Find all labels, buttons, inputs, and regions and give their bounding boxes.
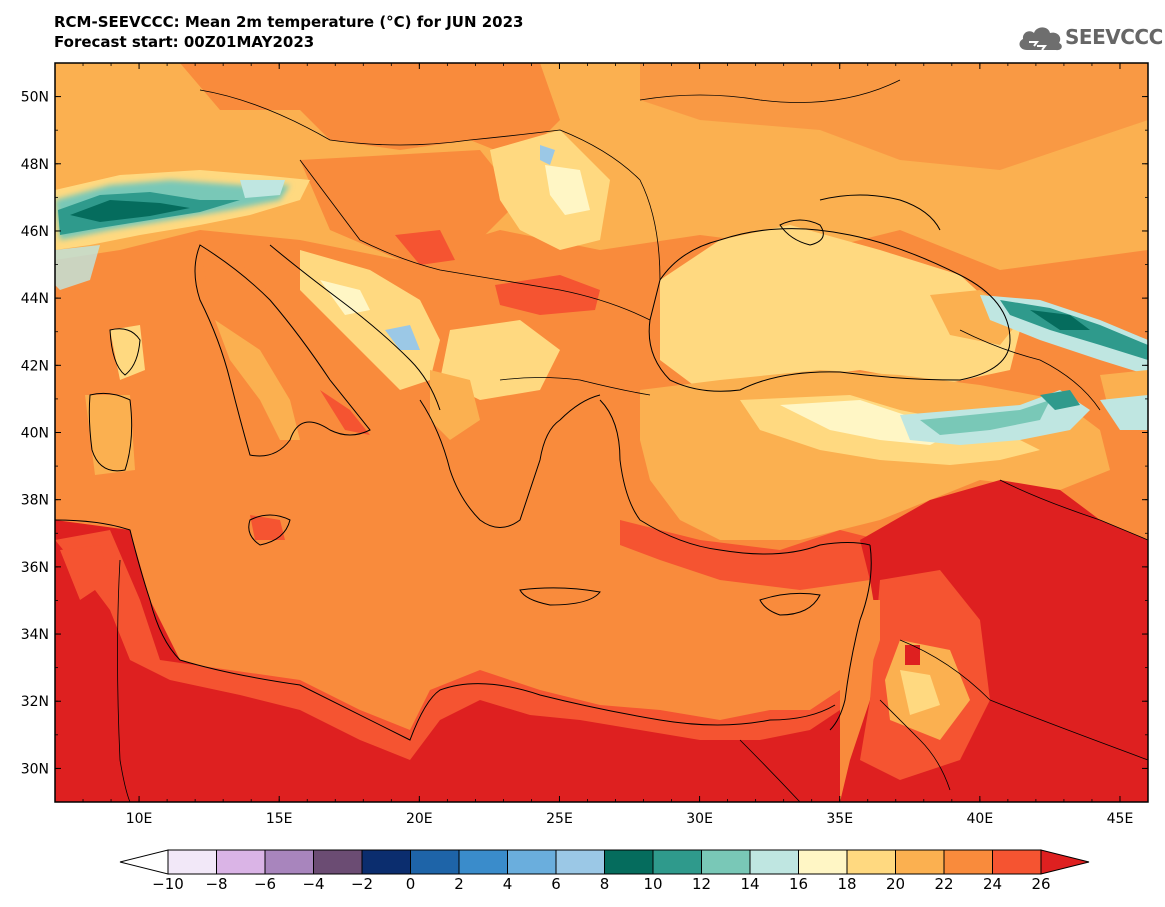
title-line-2: Forecast start: 00Z01MAY2023 — [54, 33, 315, 51]
colorbar-swatch — [895, 849, 945, 875]
greece-coast — [419, 394, 601, 528]
colorbar-swatch — [410, 849, 460, 875]
colorbar-swatch — [361, 849, 411, 875]
colorbar-swatch — [313, 849, 363, 875]
north-africa-fill — [55, 520, 840, 802]
cloud-icon — [1019, 27, 1062, 51]
colorbar-swatch — [216, 849, 266, 875]
lon-tick-label: 15E — [266, 811, 293, 827]
colorbar: −10 −8 −6 −4 −2 0 2 4 6 8 10 12 14 16 18 20 22 24 26 — [119, 849, 1090, 893]
lat-tick-label: 32N — [21, 694, 49, 710]
lon-tick-label: 25E — [546, 811, 573, 827]
colorbar-label: −2 — [351, 875, 373, 893]
seevccc-logo: SEEVCCC — [1017, 22, 1163, 58]
coastlines — [55, 79, 1148, 802]
turkey-south-coast — [620, 520, 880, 590]
map-title: RCM-SEEVCCC: Mean 2m temperature (°C) fo… — [54, 12, 524, 52]
lat-tick-label: 40N — [21, 426, 49, 442]
logo-text: SEEVCCC — [1065, 25, 1163, 49]
black-sea-fill — [660, 225, 1020, 390]
colorbar-label: 22 — [934, 875, 953, 893]
lat-tick-label: 30N — [21, 761, 49, 777]
lat-tick-label: 42N — [21, 358, 49, 374]
latitude-axis: 50N 48N 46N 44N 42N 40N 38N 36N 34N 32N 30N — [21, 90, 1148, 777]
italy-fill — [200, 250, 370, 430]
colorbar-label: 16 — [789, 875, 808, 893]
colorbar-swatch — [798, 849, 848, 875]
colorbar-label: 6 — [551, 875, 561, 893]
colorbar-label: 18 — [837, 875, 856, 893]
colorbar-swatch — [992, 849, 1042, 875]
title-line-1: RCM-SEEVCCC: Mean 2m temperature (°C) fo… — [54, 13, 524, 31]
colorbar-label: 14 — [740, 875, 759, 893]
colorbar-swatch — [701, 849, 751, 875]
colorbar-swatch — [264, 849, 314, 875]
lat-tick-label: 50N — [21, 90, 49, 106]
lon-tick-label: 30E — [686, 811, 713, 827]
lat-tick-label: 36N — [21, 560, 49, 576]
colorbar-label: −10 — [152, 875, 184, 893]
colorbar-swatch — [652, 849, 702, 875]
colorbar-over-triangle — [1040, 849, 1090, 875]
colorbar-label: 2 — [454, 875, 464, 893]
black-sea-coast — [648, 228, 1011, 392]
colorbar-label: 8 — [600, 875, 610, 893]
turkey-coast — [599, 399, 871, 555]
lat-tick-label: 48N — [21, 157, 49, 173]
lat-tick-label: 46N — [21, 224, 49, 240]
lat-tick-label: 44N — [21, 291, 49, 307]
colorbar-label: 0 — [406, 875, 416, 893]
colorbar-swatch — [943, 849, 993, 875]
lon-tick-label: 10E — [126, 811, 153, 827]
colorbar-label: −6 — [254, 875, 276, 893]
colorbar-label: 10 — [643, 875, 662, 893]
colorbar-swatch — [507, 849, 557, 875]
colorbar-swatch — [749, 849, 799, 875]
levant-coast — [829, 544, 872, 731]
lon-tick-label: 40E — [967, 811, 994, 827]
colorbar-swatch — [458, 849, 508, 875]
italy-coast — [194, 244, 371, 457]
colorbar-swatch — [167, 849, 217, 875]
central-europe-fill — [180, 63, 560, 160]
map-fill — [55, 63, 1148, 802]
lon-tick-label: 35E — [826, 811, 853, 827]
colorbar-swatch — [604, 849, 654, 875]
colorbar-swatch — [846, 849, 896, 875]
colorbar-label: 12 — [692, 875, 711, 893]
romanian-plain-hot — [495, 275, 600, 315]
lat-tick-label: 34N — [21, 627, 49, 643]
africa-coast-band — [55, 530, 840, 760]
longitude-axis: 10E 15E 20E 25E 30E 35E 40E 45E — [82, 63, 1134, 827]
colorbar-label: 24 — [983, 875, 1002, 893]
lon-tick-label: 20E — [406, 811, 433, 827]
colorbar-swatch — [555, 849, 605, 875]
colorbar-label: −4 — [302, 875, 324, 893]
colorbar-under-triangle — [119, 849, 169, 875]
lon-tick-label: 45E — [1107, 811, 1134, 827]
africa-coast — [55, 519, 836, 741]
colorbar-label: −8 — [205, 875, 227, 893]
lat-tick-label: 38N — [21, 493, 49, 509]
colorbar-label: 4 — [503, 875, 513, 893]
colorbar-label: 26 — [1031, 875, 1050, 893]
colorbar-label: 20 — [886, 875, 905, 893]
